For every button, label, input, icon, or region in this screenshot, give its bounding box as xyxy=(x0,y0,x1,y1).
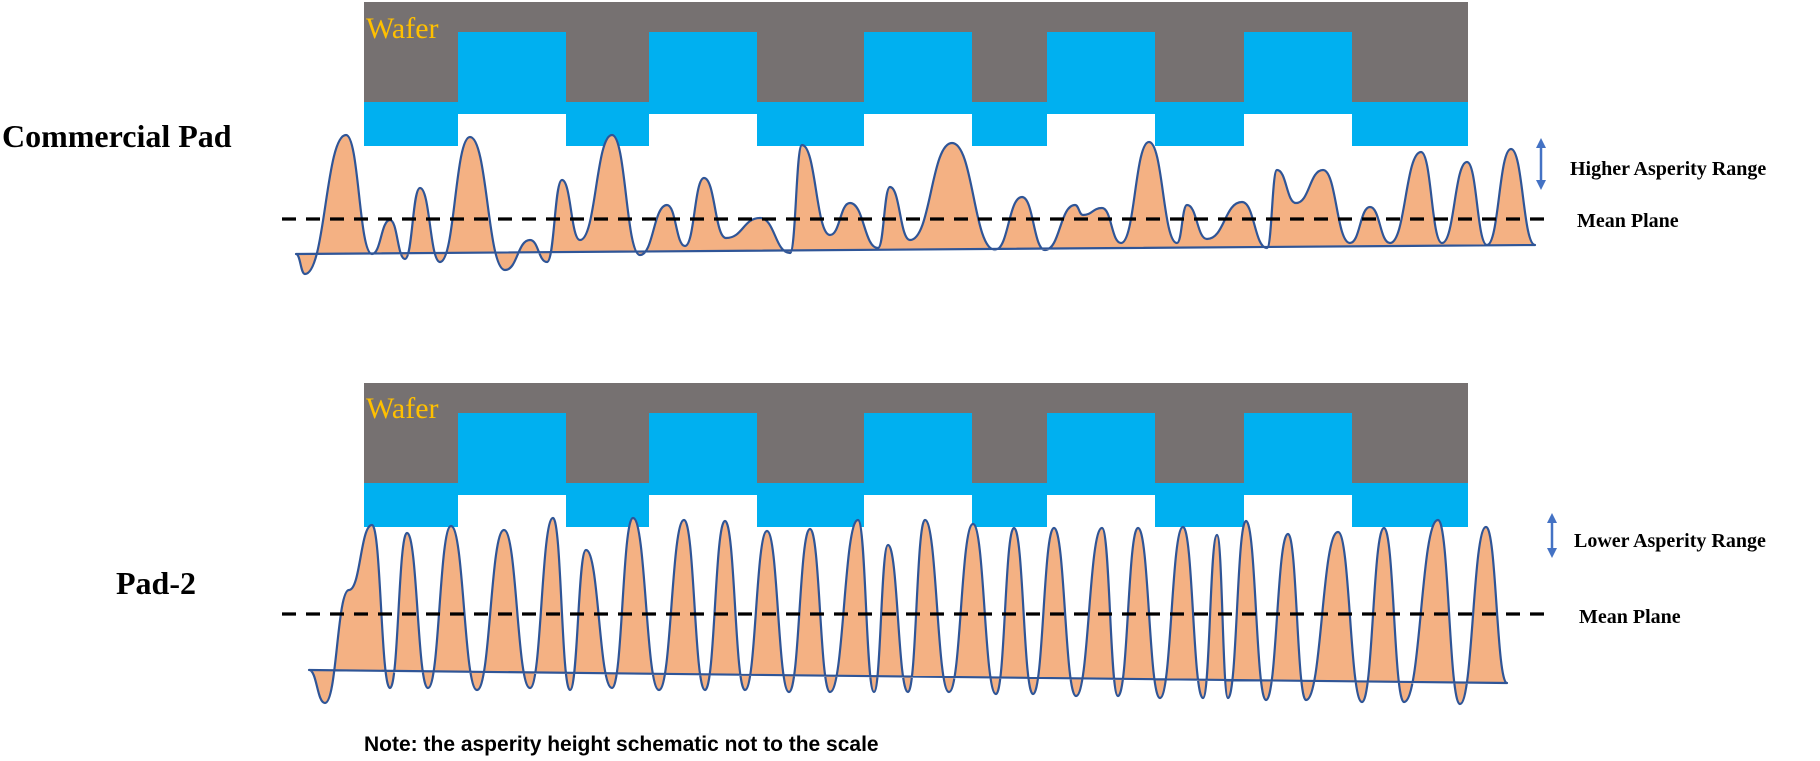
mean-plane-label: Mean Plane xyxy=(1577,210,1679,232)
copper-line xyxy=(1244,32,1352,102)
copper-gap xyxy=(649,495,757,529)
range-label: Higher Asperity Range xyxy=(1570,158,1766,180)
copper-line xyxy=(458,413,566,483)
asperity-profile xyxy=(307,516,1509,706)
copper-line xyxy=(1047,32,1155,102)
copper-gap xyxy=(1244,495,1352,529)
copper-line xyxy=(649,32,757,102)
copper-line xyxy=(1244,413,1352,483)
copper-gap xyxy=(864,114,972,148)
pad-label: Commercial Pad xyxy=(2,118,232,154)
asperity-profile xyxy=(294,133,1537,276)
copper-line xyxy=(458,32,566,102)
note-text: Note: the asperity height schematic not … xyxy=(364,733,879,756)
copper-line xyxy=(649,413,757,483)
copper-gap xyxy=(1047,495,1155,529)
copper-gaps xyxy=(458,495,1352,529)
panel-pad-2: Wafer Pad-2 Lower Asperity Range Mean Pl… xyxy=(116,383,1766,706)
copper-line xyxy=(1047,413,1155,483)
wafer-label: Wafer xyxy=(366,392,439,425)
panel-commercial-pad: Wafer Commercial Pad Higher Asperity Ran… xyxy=(2,2,1766,276)
copper-gap xyxy=(458,495,566,529)
copper-gap xyxy=(864,495,972,529)
mean-plane-label: Mean Plane xyxy=(1579,606,1681,628)
copper-line xyxy=(864,413,972,483)
copper-gap xyxy=(1047,114,1155,148)
wafer-label: Wafer xyxy=(366,12,439,45)
copper-gap xyxy=(649,114,757,148)
copper-line xyxy=(864,32,972,102)
pad-label: Pad-2 xyxy=(116,565,196,601)
range-label: Lower Asperity Range xyxy=(1574,530,1766,552)
copper-gap xyxy=(1244,114,1352,148)
